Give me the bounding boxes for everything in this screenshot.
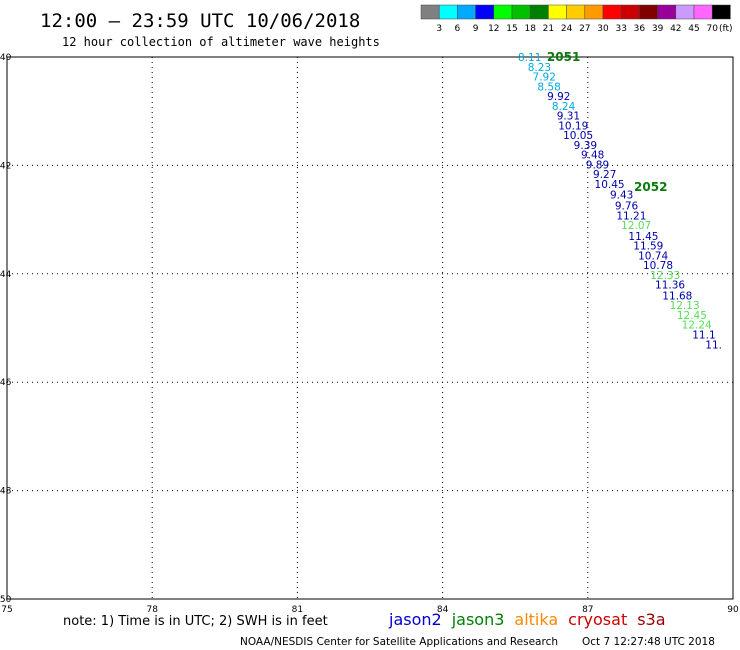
credit-text: NOAA/NESDIS Center for Satellite Applica… [240,636,558,648]
timestamp-text: Oct 7 12:27:48 UTC 2018 [582,636,715,648]
colorbar-swatch [584,4,604,20]
colorbar-swatch [420,4,440,20]
colorbar-label: 45 [688,24,699,34]
swh-value-label: 9.43 [610,190,633,202]
pass-labels: 2051 2052 [547,50,668,194]
colorbar-label: 15 [506,24,517,34]
colorbar-label: 33 [615,24,626,34]
colorbar-swatch [602,4,622,20]
swh-value-label: 10.74 [638,250,668,262]
y-tick-label: -44 [0,270,12,280]
swh-value-label: 7.92 [533,72,556,84]
colorbar-swatch [548,4,567,20]
swh-value-label: 12.13 [670,300,700,312]
colorbar-swatch [566,4,586,20]
satellite-legend-altika: altika [514,610,558,629]
swh-value-label: 9.39 [574,140,597,152]
plot-frame [6,56,734,600]
swh-value-label: 10.78 [643,260,673,272]
colorbar-swatch [657,4,677,20]
swh-value-label: 8.23 [528,62,551,74]
swh-value-label: 10.19 [558,120,588,132]
swh-value-label: 9.89 [586,159,609,171]
x-tick-label: 75 [1,605,12,615]
colorbar-swatch [475,4,495,20]
colorbar-label: 36 [634,24,646,34]
satellite-legend-s3a: s3a [637,610,665,629]
colorbar-label: 39 [652,24,664,34]
satellite-legend: jason2 jason3 altika cryosat s3a [388,610,666,629]
colorbar-swatch [693,4,713,20]
colorbar-label: 24 [561,24,573,34]
colorbar-label: 3 [436,24,442,34]
colorbar-label: 27 [579,24,590,34]
swh-value-label: 11.45 [628,231,658,243]
swh-value-label: 12.24 [682,320,712,332]
swh-value-label: 12.45 [677,310,707,322]
swh-value-label: 8.11 [518,52,541,64]
y-tick-label: -50 [0,595,12,605]
colorbar-swatch [529,4,549,20]
colorbar-swatch [711,4,731,20]
y-tick-label: -46 [0,378,12,388]
colorbar-label: 30 [597,24,609,34]
swh-value-label: 8.24 [552,101,576,113]
x-tick-label: 87 [582,605,593,615]
colorbar-label: 42 [670,24,681,34]
satellite-legend-cryosat: cryosat [568,610,627,629]
swh-value-label: 9.48 [581,150,604,162]
swh-value-label: 11.1 [692,330,715,342]
x-tick-label: 84 [437,605,449,615]
x-tick-label: 90 [727,605,739,615]
swh-value-label: 9.92 [547,91,570,103]
swh-value-label: 8.58 [537,81,560,93]
swh-value-label: 12.07 [621,220,651,232]
color-legend: 3 6 9 12 15 18 21 24 27 30 33 36 39 42 45 70 [420,4,731,34]
colorbar-swatch [620,4,640,20]
y-tick-label: -42 [0,161,11,171]
colorbar-swatch [511,4,531,20]
swh-value-label: 11.68 [662,290,692,302]
swh-observations: 8.118.237.928.589.928.249.3110.1910.059.… [518,52,722,351]
x-tick-label: 78 [146,605,158,615]
colorbar-swatch [457,4,476,20]
swh-value-label: 10.05 [563,130,593,142]
colorbar-label: 6 [455,24,461,34]
plot-grid [7,57,733,599]
axis-ticks: 75 78 81 84 87 90 -40 -42 -44 -46 -48 -50 [0,53,739,615]
colorbar-swatch [639,4,658,20]
swh-value-label: 12.33 [650,270,680,282]
satellite-legend-jason2: jason2 [388,610,442,629]
swh-value-label: 11. [705,339,722,351]
footer-note: note: 1) Time is in UTC; 2) SWH is in fe… [63,614,328,629]
swh-value-label: 11.21 [616,210,646,222]
chart-subtitle: 12 hour collection of altimeter wave hei… [62,35,380,49]
swh-value-label: 9.27 [593,169,616,181]
y-tick-label: -40 [0,53,12,63]
colorbar-label: 21 [543,24,554,34]
satellite-legend-jason3: jason3 [451,610,505,629]
pass-number-label: 2051 [547,50,580,64]
swh-value-label: 9.76 [615,201,639,213]
colorbar-swatch [438,4,458,20]
colorbar-swatch [675,4,695,20]
colorbar-label: 18 [524,24,536,34]
swh-value-label: 11.59 [633,241,663,253]
x-tick-label: 81 [292,605,303,615]
chart-title: 12:00 – 23:59 UTC 10/06/2018 [40,10,360,32]
swh-value-label: 11.36 [655,280,685,292]
colorbar-swatch [493,4,513,20]
colorbar-label: 70 [706,24,718,34]
colorbar-unit: (ft) [719,24,733,34]
swh-value-label: 10.45 [595,179,625,191]
swh-value-label: 9.31 [557,111,580,123]
pass-number-label: 2052 [634,180,667,194]
y-tick-label: -48 [0,487,12,497]
colorbar-label: 12 [488,24,499,34]
colorbar-label: 9 [473,24,479,34]
